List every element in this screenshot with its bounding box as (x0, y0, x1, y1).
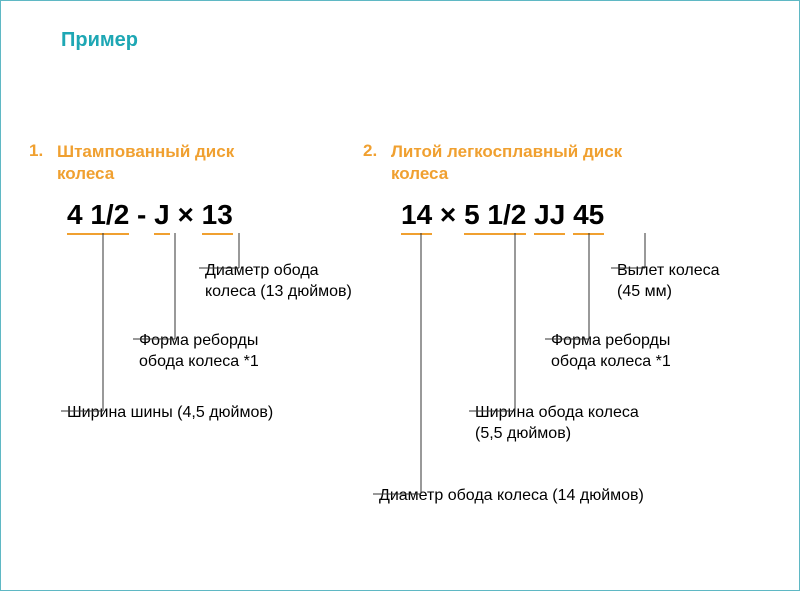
section-2-heading: Литой легкосплавный диск колеса (391, 141, 622, 185)
callout-2-flange: Форма реборды обода колеса *1 (551, 331, 671, 373)
callout-1-flange: Форма реборды обода колеса *1 (139, 331, 259, 373)
section-1-code: 4 1/2 - J × 13 (67, 199, 233, 235)
seg-diameter-1: 13 (202, 199, 233, 235)
callout-1-width: Ширина шины (4,5 дюймов) (67, 403, 273, 424)
seg-width-2: 5 1/2 (464, 199, 526, 235)
seg-width-1: 4 1/2 (67, 199, 129, 235)
seg-diameter-2: 14 (401, 199, 432, 235)
seg-flange-1: J (154, 199, 170, 235)
page-title: Пример (61, 29, 138, 52)
seg-flange-2: JJ (534, 199, 565, 235)
seg-sep-2a: × (432, 199, 464, 231)
seg-sep-2c (565, 199, 573, 231)
seg-sep-1b: × (170, 199, 202, 231)
seg-sep-1a: - (129, 199, 154, 231)
callout-1-diameter: Диаметр обода колеса (13 дюймов) (205, 261, 352, 303)
diagram-frame: Пример 1. Штампованный диск колеса 4 1/2… (0, 0, 800, 591)
section-2-code: 14 × 5 1/2 JJ 45 (401, 199, 604, 235)
seg-offset-2: 45 (573, 199, 604, 235)
callout-2-width: Ширина обода колеса (5,5 дюймов) (475, 403, 639, 445)
seg-sep-2b (526, 199, 534, 231)
section-1-number: 1. (29, 141, 43, 161)
callout-2-offset: Вылет колеса (45 мм) (617, 261, 720, 303)
callout-2-diameter: Диаметр обода колеса (14 дюймов) (379, 486, 644, 507)
section-1-heading: Штампованный диск колеса (57, 141, 234, 185)
section-2-number: 2. (363, 141, 377, 161)
